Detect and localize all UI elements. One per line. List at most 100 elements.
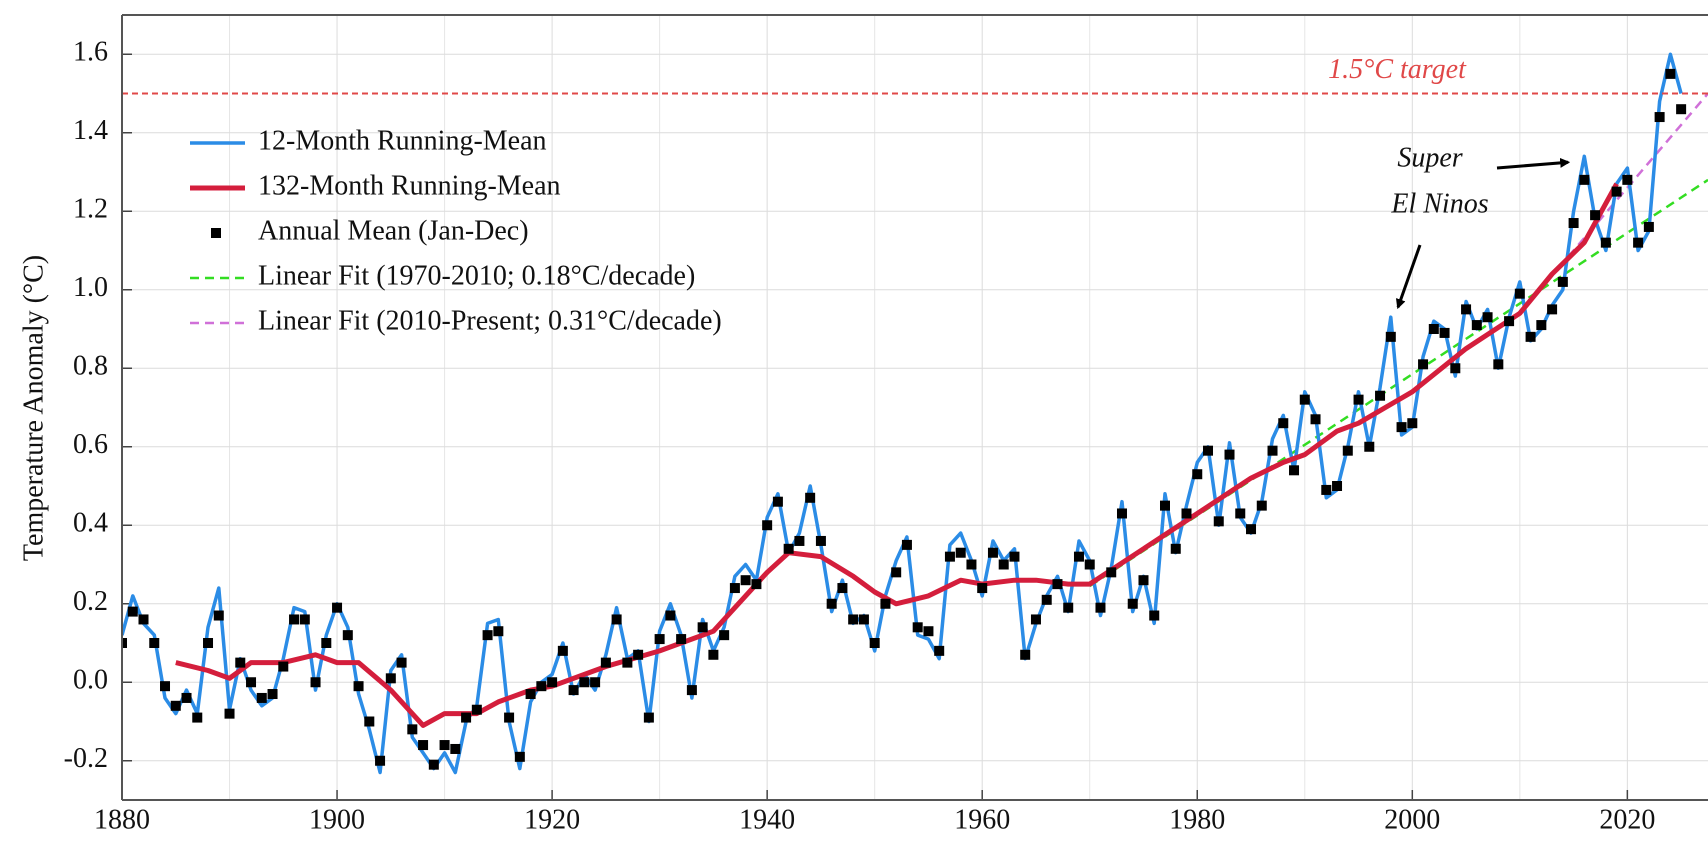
data-point xyxy=(729,583,740,594)
y-tick-label: 0.2 xyxy=(73,586,108,617)
data-point xyxy=(407,724,418,735)
data-point xyxy=(1364,441,1375,452)
data-point xyxy=(482,630,493,641)
data-point xyxy=(934,645,945,656)
data-point xyxy=(579,677,590,688)
data-point xyxy=(203,638,214,648)
data-point xyxy=(1418,359,1429,370)
y-tick-label: 1.6 xyxy=(73,37,108,68)
data-point xyxy=(493,626,504,637)
data-point xyxy=(966,559,977,570)
data-point xyxy=(794,535,805,546)
data-point xyxy=(1482,312,1493,323)
data-point xyxy=(751,579,762,590)
data-point xyxy=(1106,567,1117,578)
data-point xyxy=(1041,594,1052,605)
data-point xyxy=(869,638,880,648)
data-point xyxy=(1095,602,1106,613)
data-point xyxy=(235,657,246,668)
data-point xyxy=(1246,524,1257,535)
data-point xyxy=(633,649,644,660)
x-tick-label: 1980 xyxy=(1169,804,1225,835)
data-point xyxy=(837,583,848,594)
data-point xyxy=(676,634,687,645)
data-point xyxy=(213,610,224,621)
data-point xyxy=(1235,508,1246,519)
data-point xyxy=(504,712,515,723)
data-point xyxy=(1267,445,1278,456)
data-point xyxy=(944,551,955,562)
data-point xyxy=(987,547,998,558)
y-axis-label: Temperature Anomaly (°C) xyxy=(18,255,49,561)
data-point xyxy=(192,712,203,723)
y-tick-label: 1.0 xyxy=(73,272,108,303)
data-point xyxy=(1020,649,1031,660)
data-point xyxy=(665,610,676,621)
data-point xyxy=(310,677,321,688)
y-tick-label: 1.2 xyxy=(73,194,108,225)
legend-label: Linear Fit (1970-2010; 0.18°C/decade) xyxy=(258,260,695,291)
data-point xyxy=(1256,500,1267,511)
data-point xyxy=(1159,500,1170,511)
legend-swatch xyxy=(211,228,221,238)
data-point xyxy=(805,492,816,503)
data-point xyxy=(643,712,654,723)
data-point xyxy=(439,740,450,751)
data-point xyxy=(1321,484,1332,495)
data-point xyxy=(1428,324,1439,334)
data-point xyxy=(375,755,386,766)
x-tick-label: 2000 xyxy=(1384,804,1440,835)
data-point xyxy=(267,689,278,700)
data-point xyxy=(858,614,869,625)
data-point xyxy=(740,575,751,586)
data-point xyxy=(471,704,482,715)
data-point xyxy=(1116,508,1127,519)
data-point xyxy=(1536,320,1547,331)
data-point xyxy=(364,716,375,727)
data-point xyxy=(138,614,149,625)
data-point xyxy=(1342,445,1353,456)
data-point xyxy=(1224,449,1235,460)
data-point xyxy=(654,634,665,645)
data-point xyxy=(224,708,235,719)
data-point xyxy=(321,638,332,648)
data-point xyxy=(1310,414,1321,425)
data-point xyxy=(342,630,353,641)
data-point xyxy=(1170,543,1181,554)
data-point xyxy=(1579,174,1590,185)
data-point xyxy=(1514,288,1525,299)
data-point xyxy=(1063,602,1074,613)
data-point xyxy=(697,622,708,633)
data-point xyxy=(708,649,719,660)
x-tick-label: 2020 xyxy=(1599,804,1655,835)
data-point xyxy=(1149,610,1160,621)
data-point xyxy=(912,622,923,633)
data-point xyxy=(1633,237,1644,248)
data-point xyxy=(160,681,171,692)
y-tick-label: 0.6 xyxy=(73,429,108,460)
data-point xyxy=(1385,331,1396,342)
data-point xyxy=(1353,394,1364,405)
data-point xyxy=(278,661,289,672)
data-point xyxy=(815,535,826,546)
data-point xyxy=(1590,210,1601,221)
data-point xyxy=(332,602,343,613)
data-point xyxy=(923,626,934,637)
data-point xyxy=(1009,551,1020,562)
x-tick-label: 1880 xyxy=(94,804,150,835)
x-tick-label: 1940 xyxy=(739,804,795,835)
data-point xyxy=(1299,394,1310,405)
data-point xyxy=(590,677,601,688)
data-point xyxy=(1289,465,1300,476)
y-tick-label: 0.0 xyxy=(73,665,108,696)
data-point xyxy=(127,606,138,617)
data-point xyxy=(901,539,912,550)
data-point xyxy=(450,743,461,754)
data-point xyxy=(1181,508,1192,519)
legend-label: Linear Fit (2010-Present; 0.31°C/decade) xyxy=(258,305,722,336)
data-point xyxy=(1084,559,1095,570)
data-point xyxy=(149,638,160,648)
series-line xyxy=(175,182,1619,728)
data-point xyxy=(600,657,611,668)
data-point xyxy=(1568,218,1579,229)
